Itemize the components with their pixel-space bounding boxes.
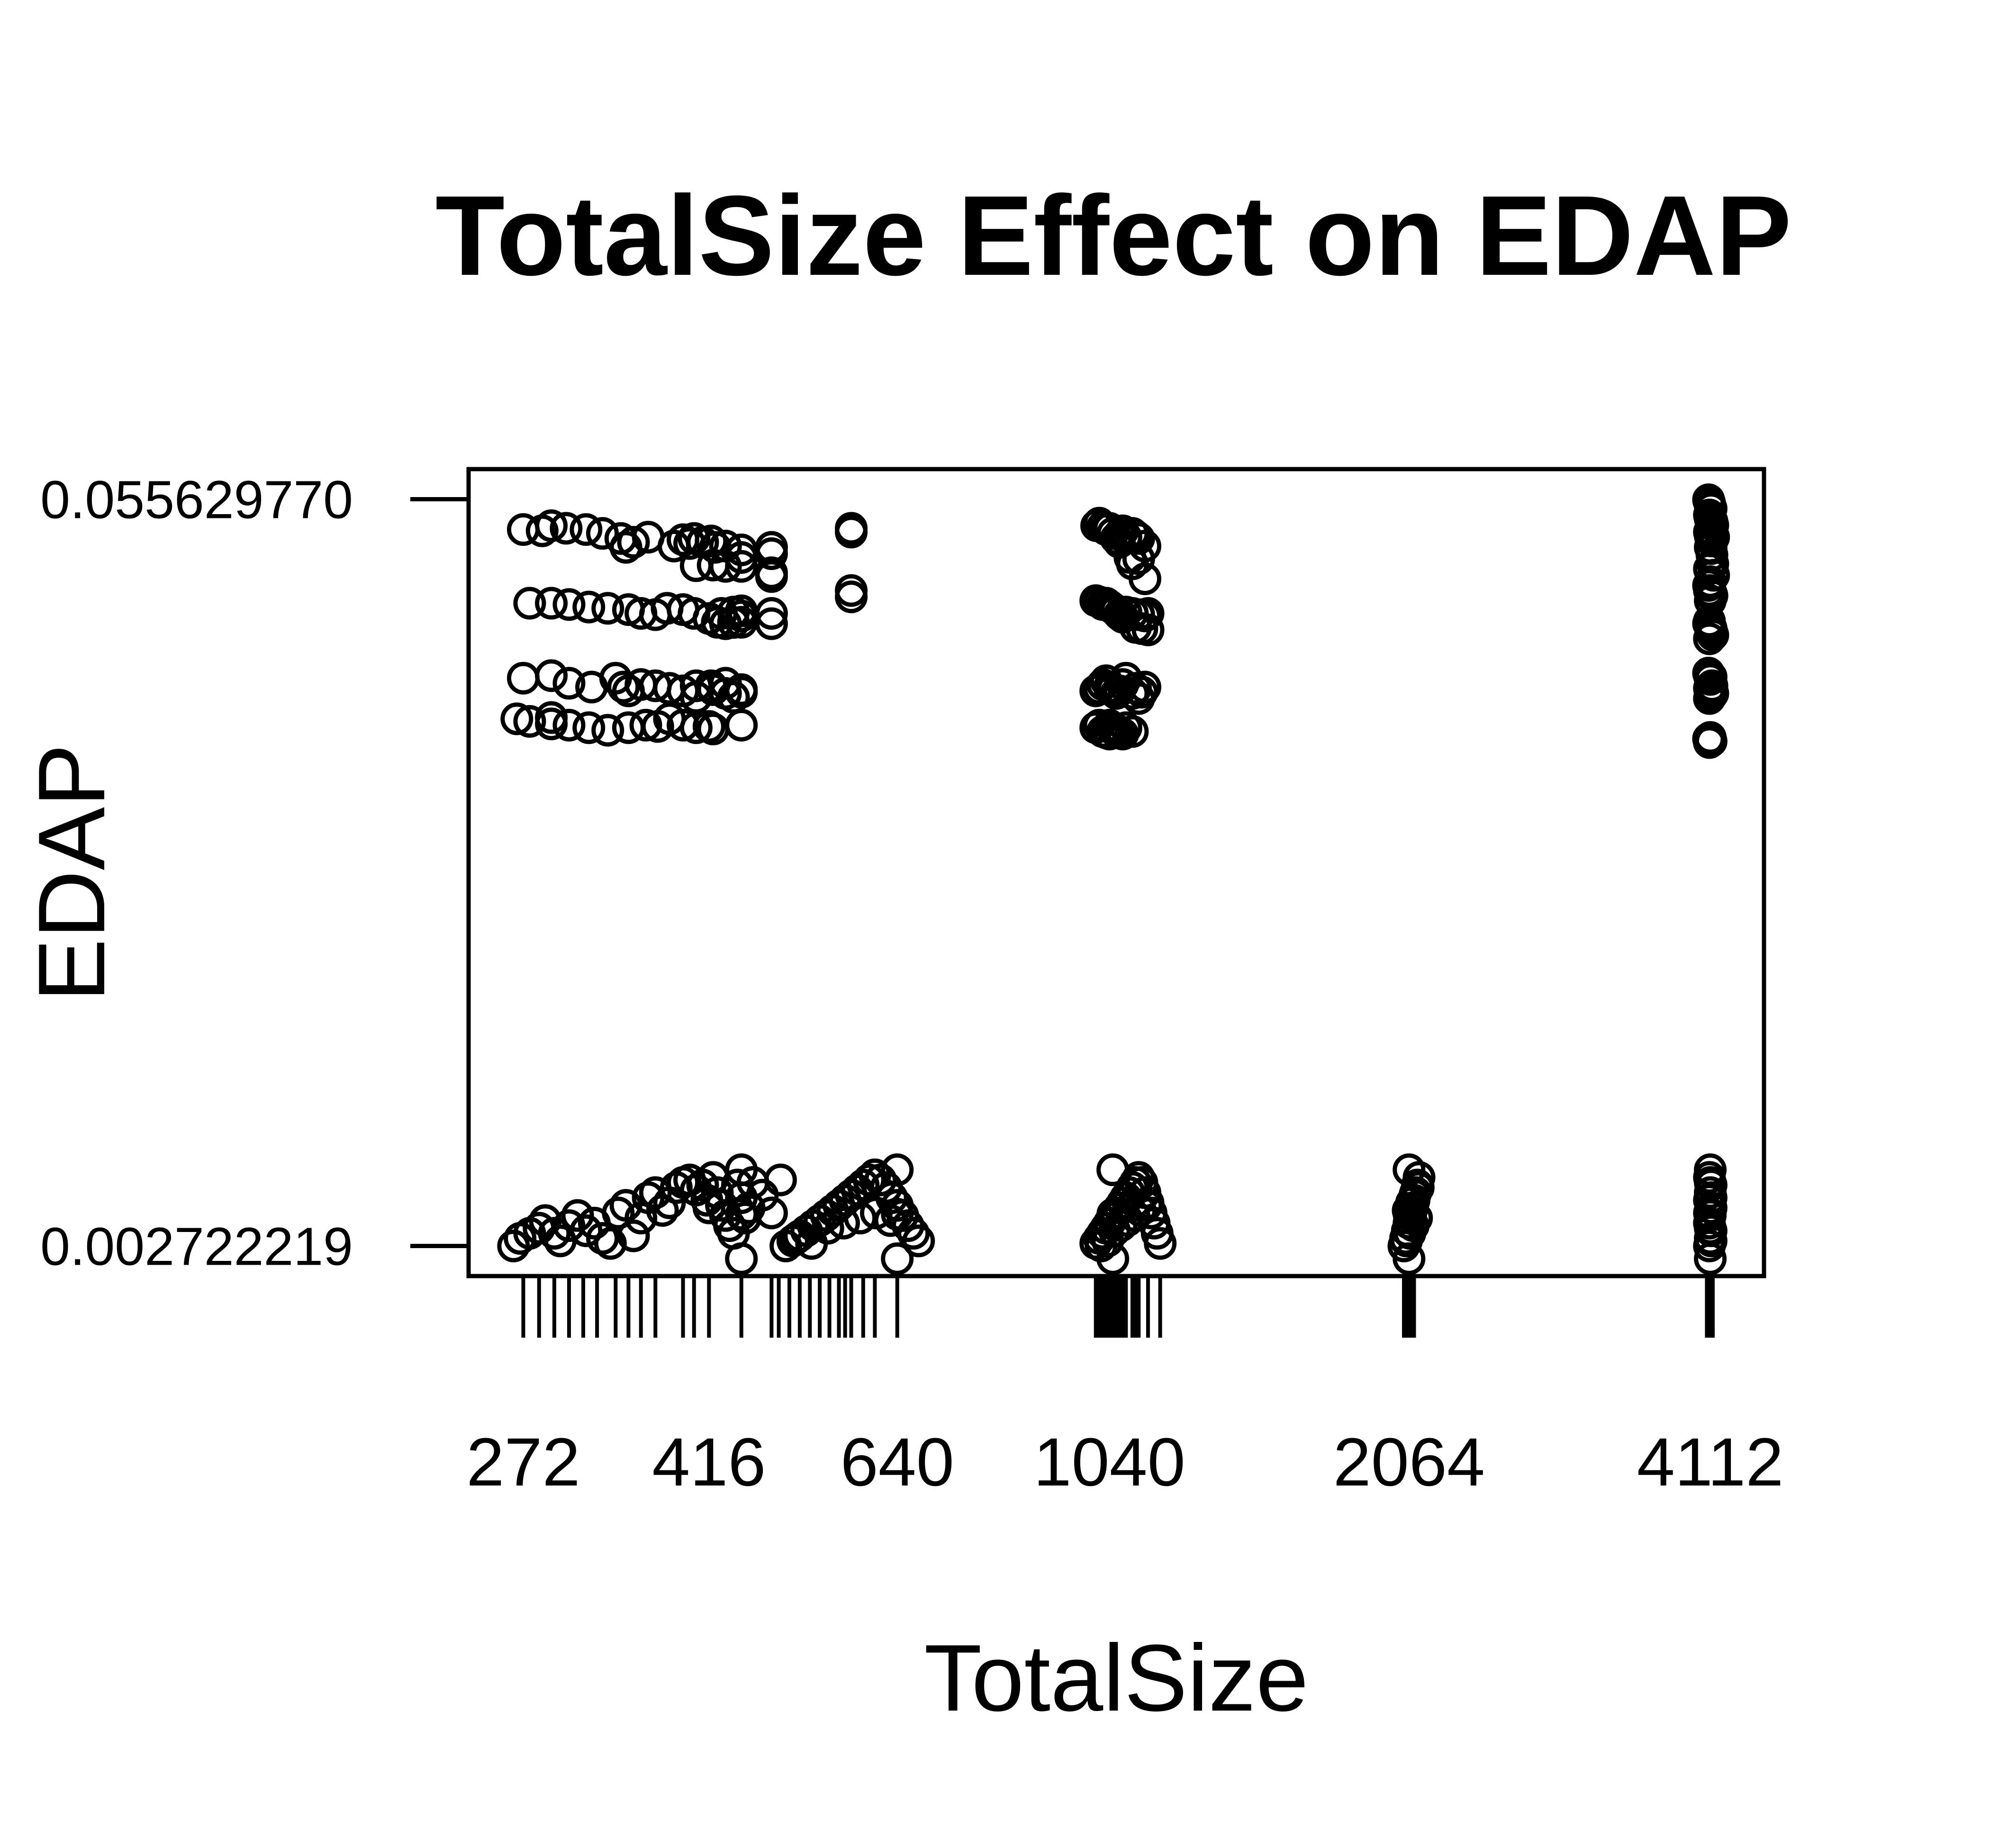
data-point xyxy=(1693,682,1726,715)
data-point xyxy=(764,1163,797,1196)
data-point xyxy=(902,1224,935,1258)
y-axis: 0.002722219 0.055629770 xyxy=(40,470,469,1276)
chart-title: TotalSize Effect on EDAP xyxy=(435,172,1792,299)
data-point xyxy=(1400,1202,1433,1235)
data-point xyxy=(607,670,640,704)
x-axis-tick-labels: 272 416 640 1040 2064 4112 xyxy=(466,1424,1783,1500)
data-point xyxy=(572,590,606,624)
y-axis-title: EDAP xyxy=(19,744,125,1002)
data-point xyxy=(552,588,586,621)
data-point xyxy=(535,707,568,741)
data-point xyxy=(1696,618,1729,652)
data-point xyxy=(572,711,606,744)
x-rug-marks xyxy=(521,1276,1715,1338)
data-point xyxy=(835,512,868,545)
data-point xyxy=(780,1222,813,1255)
data-point xyxy=(864,1163,897,1196)
data-point xyxy=(570,513,603,546)
data-point xyxy=(535,587,568,620)
data-point xyxy=(591,592,624,625)
data-point xyxy=(513,587,546,620)
x-tick-label: 2064 xyxy=(1333,1424,1485,1500)
data-point xyxy=(513,705,546,738)
data-point xyxy=(629,708,662,742)
data-point xyxy=(612,674,645,707)
data-point xyxy=(667,708,700,742)
x-tick-label: 4112 xyxy=(1637,1424,1784,1500)
x-axis-title: TotalSize xyxy=(924,1625,1309,1731)
data-point xyxy=(1402,1171,1435,1204)
data-point xyxy=(1093,717,1126,751)
data-point xyxy=(695,525,728,558)
data-point xyxy=(881,1242,914,1275)
data-point xyxy=(535,659,568,692)
data-point xyxy=(827,1206,860,1240)
data-point xyxy=(755,1196,788,1230)
data-point xyxy=(1128,562,1161,596)
data-point xyxy=(835,580,868,614)
data-point xyxy=(1144,1227,1177,1260)
data-point xyxy=(696,673,730,706)
data-point xyxy=(552,708,586,742)
data-point xyxy=(500,702,534,735)
data-point xyxy=(1113,541,1147,574)
x-tick-label: 1040 xyxy=(1033,1424,1185,1500)
data-point xyxy=(874,1204,907,1237)
data-point xyxy=(591,714,624,747)
data-point xyxy=(550,512,583,545)
data-point xyxy=(725,708,758,742)
data-point xyxy=(811,1212,844,1245)
data-point xyxy=(701,606,734,639)
y-tick-label: 0.002722219 xyxy=(40,1216,353,1276)
data-point xyxy=(617,525,650,559)
x-tick-label: 416 xyxy=(652,1424,766,1500)
data-point xyxy=(1124,1194,1157,1227)
data-point xyxy=(755,607,788,640)
data-point xyxy=(594,1227,627,1260)
data-point xyxy=(1131,613,1165,646)
data-point xyxy=(535,509,568,543)
x-tick-label: 640 xyxy=(841,1424,954,1500)
data-point xyxy=(1116,715,1149,748)
data-point xyxy=(552,667,586,700)
data-point xyxy=(552,1209,586,1242)
data-point xyxy=(679,711,713,744)
data-point xyxy=(755,560,788,593)
data-point xyxy=(602,1196,635,1230)
data-point xyxy=(1130,1189,1163,1222)
y-tick-label: 0.055629770 xyxy=(40,470,353,530)
data-point xyxy=(725,550,758,583)
data-point xyxy=(1694,1212,1727,1245)
data-point xyxy=(617,1219,650,1252)
data-point xyxy=(1694,1224,1728,1258)
data-point xyxy=(624,1202,658,1235)
data-point xyxy=(679,549,713,582)
data-point xyxy=(507,661,540,695)
data-point xyxy=(1125,676,1158,709)
data-point xyxy=(1693,726,1726,759)
data-point xyxy=(609,531,642,564)
data-point xyxy=(852,1163,886,1196)
x-tick-label: 272 xyxy=(466,1424,580,1500)
data-point xyxy=(586,517,619,550)
data-points xyxy=(497,483,1730,1275)
data-point xyxy=(755,537,788,570)
data-point xyxy=(1693,622,1726,655)
